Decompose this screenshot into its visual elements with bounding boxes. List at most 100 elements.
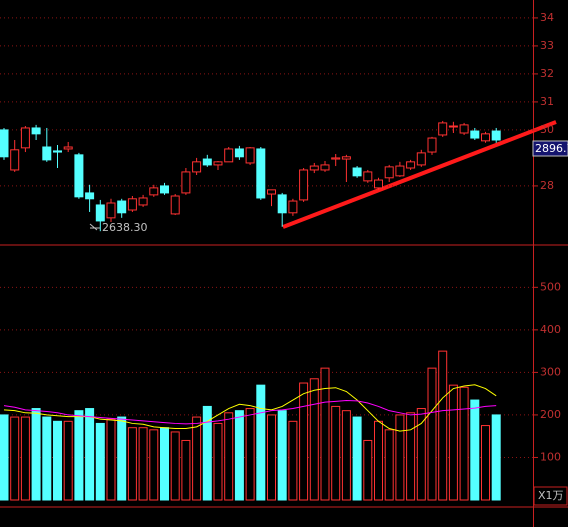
last-price-label: 2896.7 — [535, 142, 568, 155]
candle-body — [267, 189, 276, 195]
candle-body — [20, 127, 30, 149]
candle-body — [341, 156, 351, 160]
volume-bar — [395, 414, 405, 501]
volume-panel: 500 400 300 200 100 — [0, 280, 561, 501]
volume-bar — [224, 412, 234, 501]
candle-body — [352, 167, 362, 177]
y-tick-label: 32 — [540, 67, 554, 80]
volume-bar — [181, 439, 191, 501]
trend-line — [282, 120, 557, 229]
candle-body — [31, 127, 41, 135]
volume-bar — [277, 410, 287, 501]
volume-bar — [438, 350, 448, 501]
volume-bar — [138, 427, 148, 501]
candle-body — [331, 157, 341, 160]
volume-bar — [74, 410, 84, 501]
price-panel: 34 33 32 31 30 28 — [0, 11, 554, 232]
y-tick-label: 300 — [540, 365, 561, 378]
volume-bar — [331, 405, 341, 501]
candle-body — [170, 195, 180, 215]
moving-average-line — [3, 399, 497, 425]
volume-bar — [363, 439, 373, 501]
y-tick-label: 28 — [540, 179, 554, 192]
volume-bar — [95, 422, 105, 501]
volume-bar — [427, 367, 437, 501]
volume-bar — [341, 410, 351, 501]
volume-bar — [406, 412, 416, 501]
candle-body — [256, 148, 266, 199]
volume-bar — [202, 405, 212, 501]
candle-body — [406, 161, 416, 169]
volume-bar — [160, 427, 169, 501]
candle-body — [459, 124, 469, 134]
volume-bar — [10, 416, 20, 501]
y-tick-label: 100 — [540, 450, 561, 463]
volume-bar — [31, 408, 41, 501]
candle-body — [245, 147, 255, 164]
candle-body — [202, 158, 212, 166]
candle-body — [85, 192, 95, 200]
candle-body — [95, 204, 105, 222]
candle-body — [481, 133, 490, 142]
candle-body — [448, 125, 458, 128]
candle-body — [224, 148, 234, 163]
volume-bar — [20, 416, 30, 501]
candle-body — [10, 149, 20, 171]
candle-body — [427, 137, 437, 153]
candle-body — [53, 150, 62, 153]
volume-bar — [288, 420, 298, 501]
volume-bar — [256, 384, 266, 501]
volume-bar — [481, 425, 490, 501]
volume-bar — [85, 408, 95, 501]
candle-body — [160, 185, 169, 194]
volume-bar — [459, 386, 469, 501]
candle-body — [0, 129, 9, 158]
volume-bar — [448, 384, 458, 501]
candle-body — [192, 161, 202, 173]
candle-body — [320, 164, 330, 171]
y-tick-label: 500 — [540, 280, 561, 293]
unit-label: X1万 — [538, 489, 564, 502]
volume-bar — [491, 414, 501, 501]
volume-bar — [63, 420, 73, 501]
candle-body — [299, 169, 309, 201]
candle-body — [181, 171, 191, 194]
candle-body — [138, 197, 148, 206]
volume-bar — [213, 422, 223, 501]
low-pointer — [89, 223, 98, 231]
candle-body — [416, 152, 426, 166]
unit-box — [533, 486, 568, 506]
y-tick-label: 34 — [540, 11, 554, 24]
candle-body — [363, 171, 373, 182]
volume-bar — [267, 414, 276, 501]
volume-bar — [192, 416, 202, 501]
volume-bar — [234, 410, 244, 501]
volume-bar — [384, 429, 394, 501]
volume-bar — [374, 420, 383, 501]
volume-bar — [320, 367, 330, 501]
volume-bar — [117, 416, 127, 501]
candle-body — [395, 165, 405, 177]
candle-body — [117, 200, 127, 214]
volume-bar — [127, 427, 137, 501]
y-tick-label: 400 — [540, 323, 561, 336]
volume-bar — [416, 408, 426, 501]
volume-bar — [42, 416, 52, 501]
candle-body — [213, 161, 223, 166]
candle-body — [234, 148, 244, 158]
candle-body — [106, 202, 116, 219]
candle-body — [470, 130, 480, 139]
volume-bar — [149, 429, 159, 501]
volume-bar — [170, 431, 180, 501]
volume-bar — [352, 416, 362, 501]
candle-body — [74, 154, 84, 198]
volume-bar — [470, 399, 480, 501]
volume-bar — [0, 414, 9, 501]
low-label: 2638.30 — [102, 221, 148, 234]
candle-body — [127, 198, 137, 211]
candle-body — [491, 130, 501, 141]
volume-bar — [309, 378, 319, 501]
volume-bar — [299, 382, 309, 501]
volume-bar — [106, 418, 116, 501]
